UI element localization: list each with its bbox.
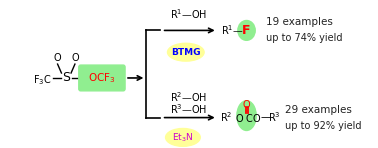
Text: $\mathsf{Et_3N}$: $\mathsf{Et_3N}$ [172,131,194,144]
Text: $\mathsf{R^3}$: $\mathsf{R^3}$ [268,111,280,124]
Text: $\mathsf{R^1}$—OH: $\mathsf{R^1}$—OH [170,8,208,21]
Text: $\mathsf{R^1}$—: $\mathsf{R^1}$— [222,24,244,37]
Text: up to 74% yield: up to 74% yield [266,33,342,43]
FancyBboxPatch shape [79,65,125,91]
Text: 29 examples: 29 examples [285,105,352,115]
Text: $\mathsf{R^2}$—OH: $\mathsf{R^2}$—OH [170,90,208,104]
Ellipse shape [166,128,200,146]
Text: $\mathsf{R^2}$: $\mathsf{R^2}$ [220,111,232,124]
Text: —: — [261,113,271,123]
Text: O: O [71,53,79,63]
Text: $\mathsf{O}$: $\mathsf{O}$ [253,112,262,124]
Text: O: O [54,53,61,63]
Ellipse shape [238,21,255,40]
Text: 19 examples: 19 examples [266,17,333,28]
Text: $\mathsf{F_3C}$: $\mathsf{F_3C}$ [34,73,52,87]
Text: F: F [242,24,251,37]
Text: $\mathsf{S}$: $\mathsf{S}$ [62,71,71,85]
Text: $\mathsf{C}$: $\mathsf{C}$ [245,112,253,124]
Ellipse shape [237,101,256,131]
Ellipse shape [167,43,204,61]
Text: $\mathsf{OCF_3}$: $\mathsf{OCF_3}$ [88,71,116,85]
Text: $\mathsf{R^3}$—OH: $\mathsf{R^3}$—OH [170,102,208,116]
Text: $\mathsf{O}$: $\mathsf{O}$ [235,112,244,124]
Text: up to 92% yield: up to 92% yield [285,120,362,131]
Text: BTMG: BTMG [171,48,201,57]
Text: $\mathsf{O}$: $\mathsf{O}$ [242,98,251,110]
